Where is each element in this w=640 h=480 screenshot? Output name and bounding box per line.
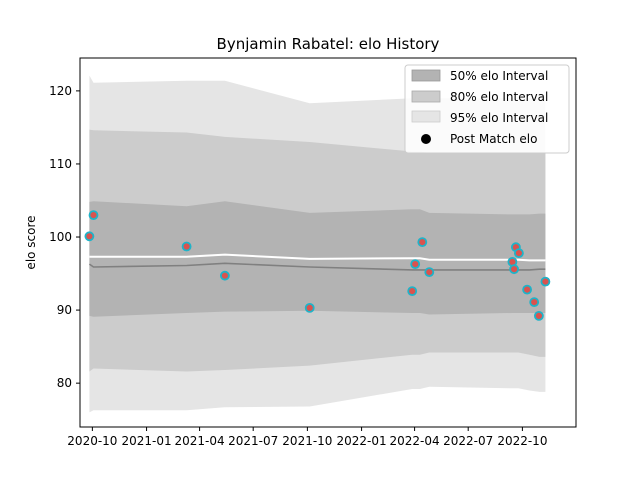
y-tick-label: 120 xyxy=(49,84,72,98)
y-tick-label: 110 xyxy=(49,157,72,171)
y-tick-label: 90 xyxy=(57,303,72,317)
x-axis-ticks: 2020-10 2021-01 2021-04 2021-07 2021-10 2022-… xyxy=(67,427,547,448)
interval-bands xyxy=(89,75,546,413)
post-match-point xyxy=(84,231,95,242)
post-match-point xyxy=(181,241,192,252)
post-match-point xyxy=(534,310,544,321)
legend-label-80: 80% elo Interval xyxy=(450,90,548,104)
post-match-point xyxy=(417,237,428,248)
legend-frame xyxy=(404,64,570,154)
post-match-point xyxy=(522,284,532,295)
legend-marker-points xyxy=(421,134,431,144)
legend-swatch-50 xyxy=(411,69,441,82)
x-tick-label: 2022-07 xyxy=(443,434,493,448)
x-tick-label: 2021-07 xyxy=(228,434,278,448)
mean-line xyxy=(88,262,546,271)
y-axis-label: elo score xyxy=(24,215,38,269)
post-match-points xyxy=(84,210,551,321)
legend-swatch-80 xyxy=(411,90,441,103)
median-line xyxy=(89,253,546,262)
x-tick-label: 2021-04 xyxy=(175,434,225,448)
x-tick-label: 2022-01 xyxy=(337,434,387,448)
legend-label-points: Post Match elo xyxy=(450,132,537,146)
y-tick-label: 100 xyxy=(49,230,72,244)
plot-frame xyxy=(79,57,577,428)
post-match-point xyxy=(514,248,524,259)
x-tick-label: 2022-04 xyxy=(390,434,440,448)
post-match-point xyxy=(304,302,315,313)
x-tick-label: 2021-01 xyxy=(121,434,171,448)
post-match-point xyxy=(88,210,99,221)
legend: 50% elo Interval 80% elo Interval 95% el… xyxy=(404,64,570,154)
post-match-point xyxy=(219,270,230,281)
chart-title: Bynjamin Rabatel: elo History xyxy=(217,35,440,53)
post-match-point xyxy=(424,267,435,278)
legend-label-95: 95% elo Interval xyxy=(450,111,548,125)
x-tick-label: 2020-10 xyxy=(67,434,117,448)
post-match-point xyxy=(540,276,551,287)
post-match-point xyxy=(509,264,519,275)
post-match-point xyxy=(410,259,421,270)
y-tick-label: 80 xyxy=(57,376,72,390)
legend-swatch-95 xyxy=(411,110,441,123)
y-axis-ticks: 80 90 100 110 120 xyxy=(49,84,80,390)
legend-label-50: 50% elo Interval xyxy=(450,69,548,83)
post-match-point xyxy=(407,286,418,297)
x-tick-label: 2022-10 xyxy=(497,434,547,448)
trend-lines xyxy=(88,253,546,271)
post-match-point xyxy=(529,297,540,308)
x-tick-label: 2021-10 xyxy=(282,434,332,448)
